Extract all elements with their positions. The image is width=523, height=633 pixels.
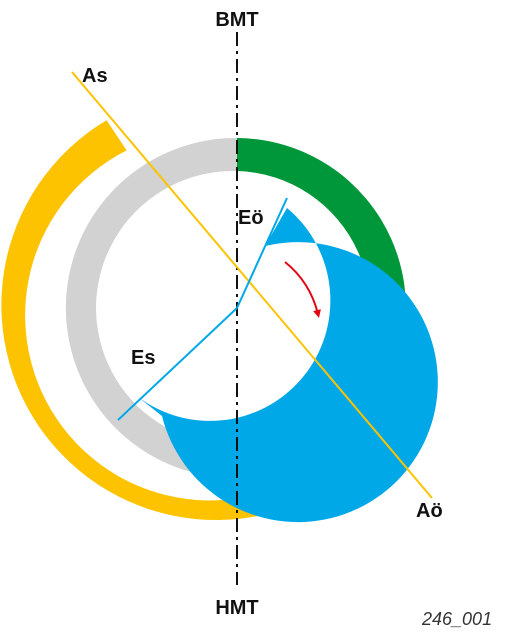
- label-exhaust-close: Aö: [416, 500, 443, 522]
- label-hmt: HMT: [215, 597, 258, 619]
- figure-id: 246_001: [421, 609, 492, 629]
- rotation-arrow: [284, 261, 321, 318]
- exhaust-timing-line: [71, 71, 433, 499]
- label-intake-close: Eö: [238, 207, 264, 229]
- label-bmt: BMT: [215, 9, 258, 31]
- label-exhaust-open: As: [82, 65, 108, 87]
- intake-open-line: [117, 307, 238, 421]
- intake-close-line: [236, 197, 288, 309]
- label-intake-open: Es: [131, 347, 155, 369]
- intake-arc: [133, 208, 438, 523]
